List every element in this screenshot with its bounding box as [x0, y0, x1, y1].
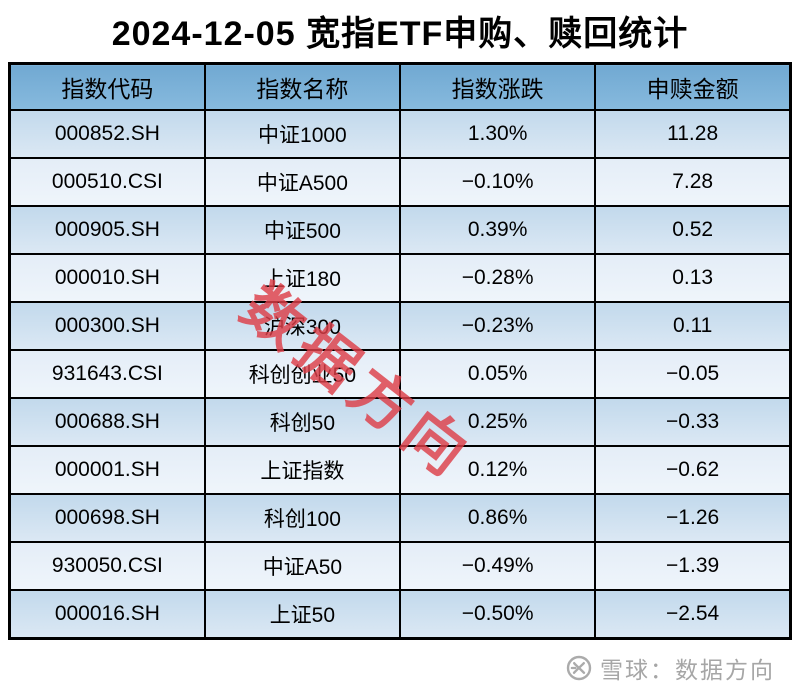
table-row: 000010.SH 上证180 −0.28% 0.13	[8, 253, 792, 303]
table-row: 000001.SH 上证指数 0.12% −0.62	[8, 445, 792, 495]
table-row: 000016.SH 上证50 −0.50% −2.54	[8, 589, 792, 640]
source-attribution: 雪球：数据方向	[565, 651, 775, 685]
table-head: 指数代码 指数名称 指数涨跌 申赎金额	[8, 62, 792, 111]
index-change-cell: 0.12%	[398, 445, 597, 495]
amount-cell: −1.26	[594, 493, 792, 543]
index-code-cell: 000698.SH	[8, 493, 206, 543]
column-header-change: 指数涨跌	[398, 62, 597, 111]
table-row: 000688.SH 科创50 0.25% −0.33	[8, 397, 792, 447]
index-name-cell: 中证500	[203, 205, 402, 255]
index-code-cell: 930050.CSI	[8, 541, 206, 591]
column-header-code: 指数代码	[8, 62, 206, 111]
index-code-cell: 000852.SH	[8, 109, 206, 159]
index-change-cell: 0.39%	[398, 205, 597, 255]
index-change-cell: −0.49%	[398, 541, 597, 591]
table-row: 000300.SH 沪深300 −0.23% 0.11	[8, 301, 792, 351]
index-change-cell: 0.86%	[398, 493, 597, 543]
amount-cell: 0.52	[594, 205, 792, 255]
index-code-cell: 000010.SH	[8, 253, 206, 303]
index-change-cell: −0.28%	[398, 253, 597, 303]
index-code-cell: 000688.SH	[8, 397, 206, 447]
table-body: 000852.SH 中证1000 1.30% 11.28 000510.CSI …	[8, 109, 792, 640]
etf-stats-table: 指数代码 指数名称 指数涨跌 申赎金额 000852.SH 中证1000 1.30% …	[8, 62, 792, 640]
index-name-cell: 上证指数	[203, 445, 402, 495]
index-change-cell: −0.10%	[398, 157, 597, 207]
amount-cell: 0.13	[594, 253, 792, 303]
amount-cell: −2.54	[594, 589, 792, 640]
index-code-cell: 000001.SH	[8, 445, 206, 495]
index-change-cell: 1.30%	[398, 109, 597, 159]
table-row: 931643.CSI 科创创业50 0.05% −0.05	[8, 349, 792, 399]
index-name-cell: 沪深300	[203, 301, 402, 351]
index-change-cell: 0.05%	[398, 349, 597, 399]
index-name-cell: 中证1000	[203, 109, 402, 159]
table-row: 930050.CSI 中证A50 −0.49% −1.39	[8, 541, 792, 591]
table-row: 000905.SH 中证500 0.39% 0.52	[8, 205, 792, 255]
index-name-cell: 上证180	[203, 253, 402, 303]
amount-cell: −0.05	[594, 349, 792, 399]
amount-cell: 11.28	[594, 109, 792, 159]
amount-cell: 7.28	[594, 157, 792, 207]
index-code-cell: 000905.SH	[8, 205, 206, 255]
index-name-cell: 科创50	[203, 397, 402, 447]
table-row: 000852.SH 中证1000 1.30% 11.28	[8, 109, 792, 159]
index-code-cell: 000510.CSI	[8, 157, 206, 207]
index-name-cell: 中证A500	[203, 157, 402, 207]
index-name-cell: 科创100	[203, 493, 402, 543]
amount-cell: −0.33	[594, 397, 792, 447]
column-header-name: 指数名称	[203, 62, 402, 111]
table-header-row: 指数代码 指数名称 指数涨跌 申赎金额	[8, 62, 792, 111]
source-label: 雪球：数据方向	[600, 657, 775, 683]
table-row: 000698.SH 科创100 0.86% −1.26	[8, 493, 792, 543]
column-header-amount: 申赎金额	[594, 62, 792, 111]
amount-cell: −1.39	[594, 541, 792, 591]
index-change-cell: −0.23%	[398, 301, 597, 351]
index-name-cell: 科创创业50	[203, 349, 402, 399]
index-change-cell: 0.25%	[398, 397, 597, 447]
page-title: 2024-12-05 宽指ETF申购、赎回统计	[111, 15, 689, 53]
index-change-cell: −0.50%	[398, 589, 597, 640]
table-row: 000510.CSI 中证A500 −0.10% 7.28	[8, 157, 792, 207]
index-code-cell: 931643.CSI	[8, 349, 206, 399]
index-name-cell: 上证50	[203, 589, 402, 640]
xueqiu-snowball-icon	[565, 654, 593, 682]
index-name-cell: 中证A50	[203, 541, 402, 591]
amount-cell: −0.62	[594, 445, 792, 495]
amount-cell: 0.11	[594, 301, 792, 351]
index-code-cell: 000016.SH	[8, 589, 206, 640]
index-code-cell: 000300.SH	[8, 301, 206, 351]
